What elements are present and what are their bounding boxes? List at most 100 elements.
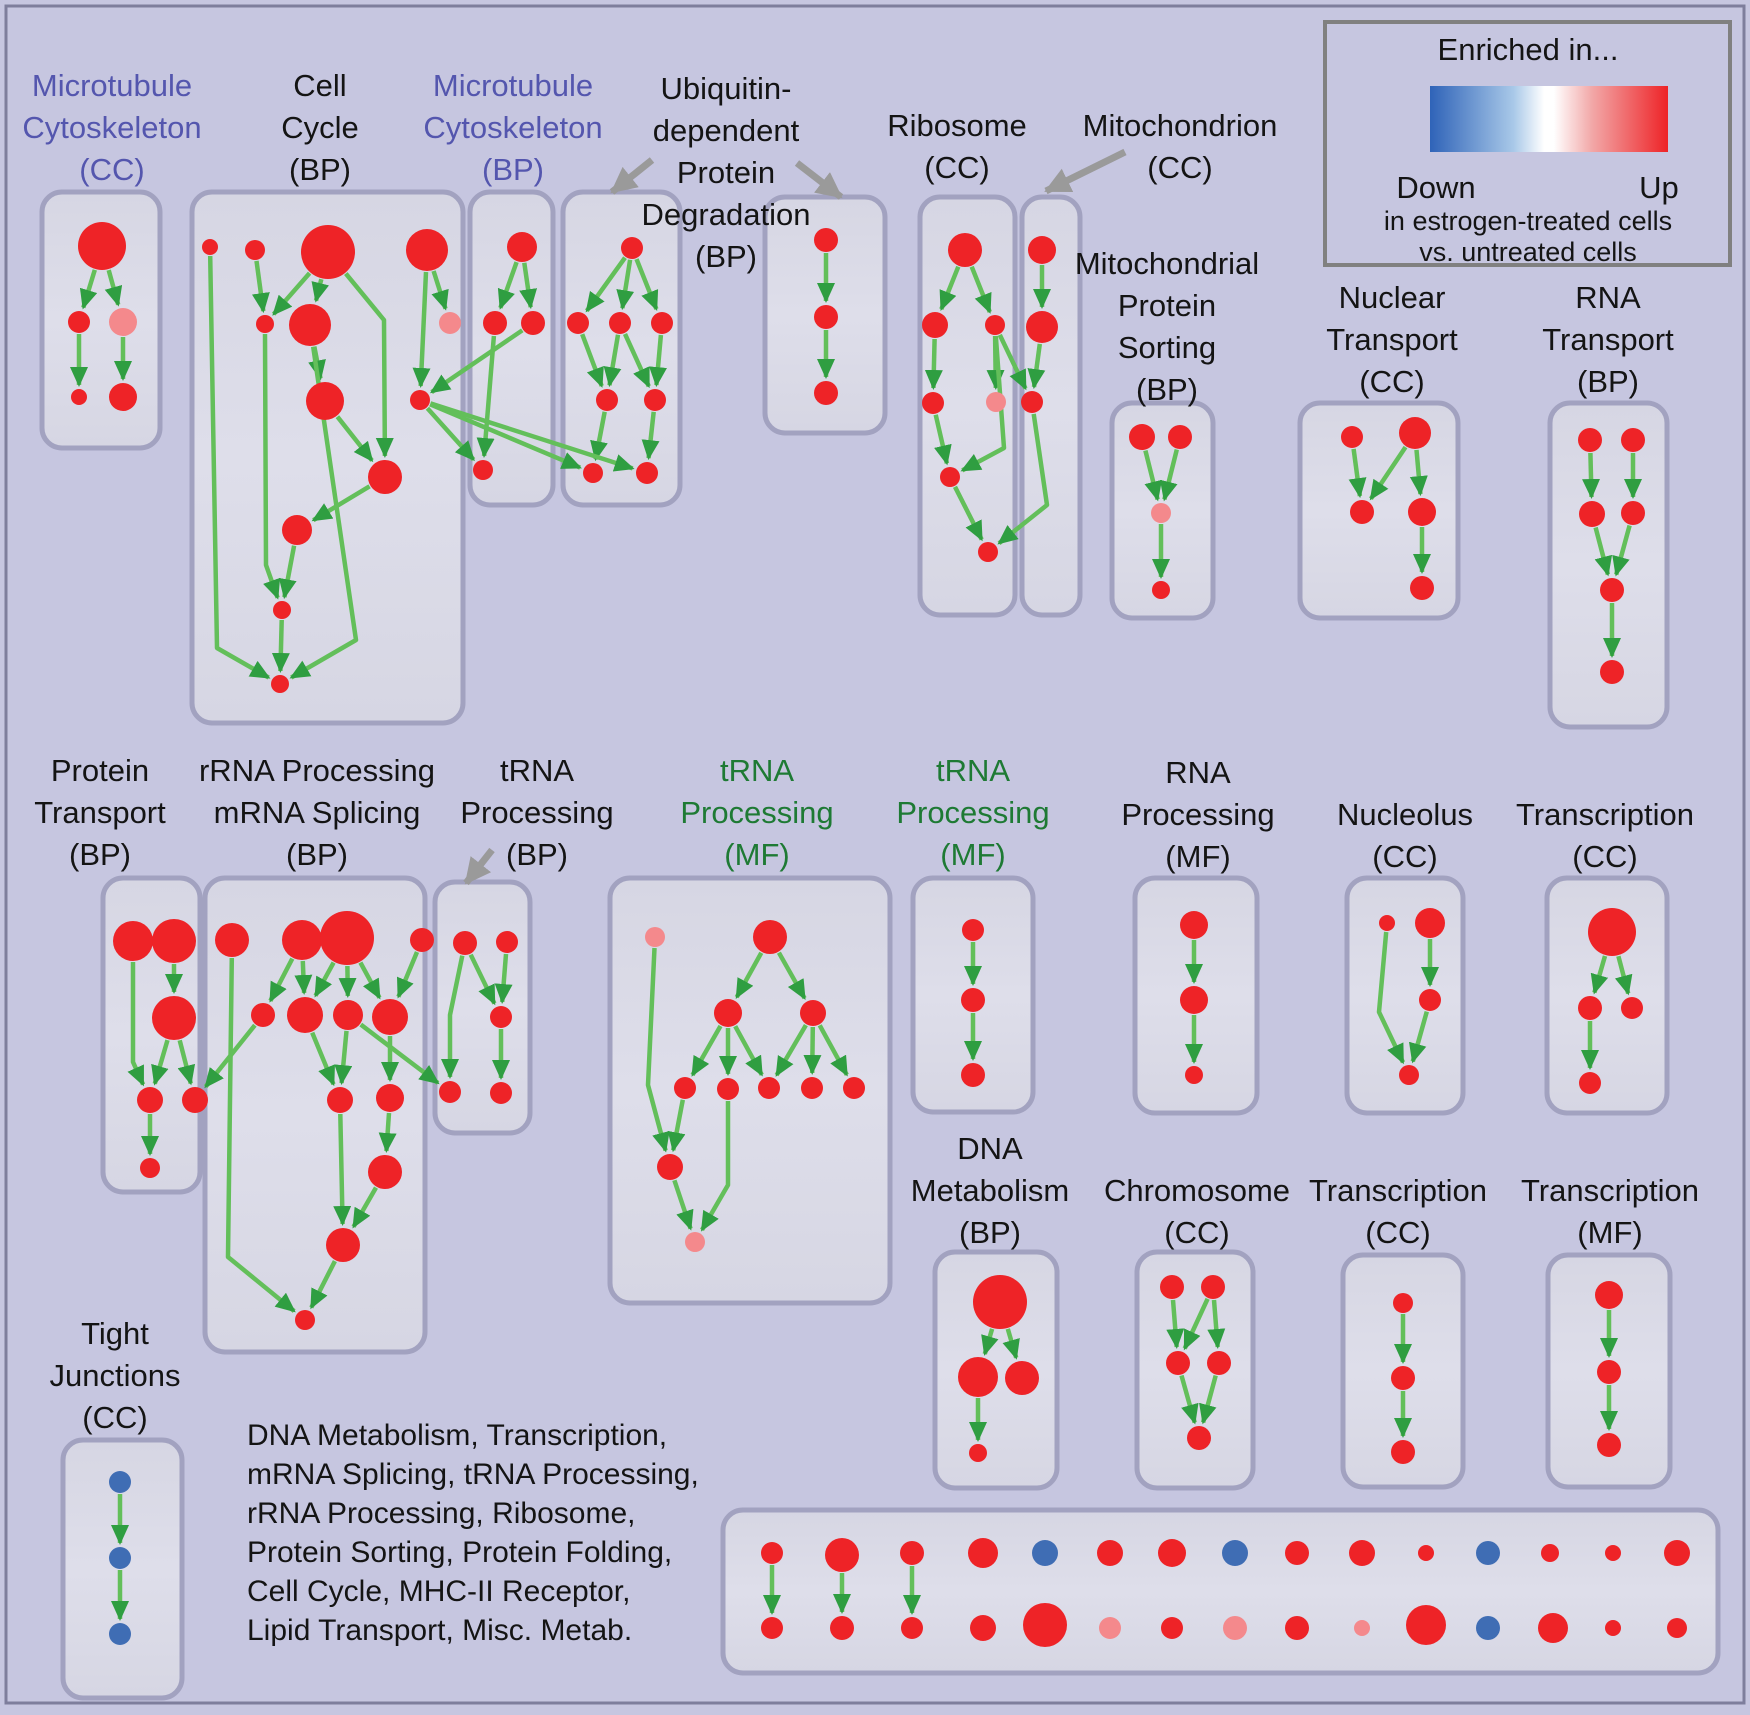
group-label-rna-transport-bp: (BP) <box>1577 364 1639 399</box>
go-edge-arrow <box>700 1101 731 1232</box>
go-edge-arrow <box>776 951 807 1000</box>
group-label-transcription-cc-mid: Transcription <box>1516 797 1694 832</box>
go-edge-arrow <box>1166 1299 1185 1349</box>
group-label-dna-metabolism-bp: DNA <box>957 1131 1023 1166</box>
go-term-node <box>1129 424 1155 450</box>
go-edge-arrow <box>441 955 465 1079</box>
group-label-nucleolus-cc: (CC) <box>1372 839 1437 874</box>
group-label-mitochondrion-cc: (CC) <box>1147 150 1212 185</box>
group-label-microtubule-cytoskeleton-bp: Microtubule <box>433 68 593 103</box>
go-edge-arrow <box>313 961 336 998</box>
go-edge-arrow <box>311 484 371 523</box>
group-label-chromosome-cc: (CC) <box>1164 1215 1229 1250</box>
go-term-node <box>410 928 434 952</box>
group-box-transcription-cc-mid <box>1544 875 1670 1116</box>
group-label-rna-processing-mf: RNA <box>1165 755 1231 790</box>
go-term-node <box>1418 1545 1434 1561</box>
group-label-transcription-cc-low: Transcription <box>1309 1173 1487 1208</box>
go-term-node <box>1410 576 1434 600</box>
group-label-transcription-cc-low: (CC) <box>1365 1215 1430 1250</box>
group-box-ubiquitin-degradation-bp-a <box>560 189 683 508</box>
go-term-node <box>182 1087 208 1113</box>
go-term-node <box>1223 1616 1247 1640</box>
go-term-node <box>685 1232 705 1252</box>
go-term-node <box>1151 503 1171 523</box>
go-edge-arrow <box>969 265 992 314</box>
go-term-node <box>758 1077 780 1099</box>
go-term-node <box>800 1000 826 1026</box>
go-term-node <box>825 1538 859 1572</box>
go-edge-arrow <box>645 947 670 1153</box>
go-term-node <box>1207 1351 1231 1375</box>
go-term-node <box>830 1616 854 1640</box>
group-label-dna-metabolism-bp: Metabolism <box>911 1173 1070 1208</box>
go-term-node <box>1099 1617 1121 1639</box>
group-label-chromosome-cc: Chromosome <box>1104 1173 1290 1208</box>
group-label-rrna-processing-mrna-splicing-bp: rRNA Processing <box>199 753 435 788</box>
go-edge-arrow <box>177 1039 196 1086</box>
go-term-node <box>621 237 643 259</box>
group-label-protein-transport-bp: Transport <box>34 795 166 830</box>
go-term-node <box>71 389 87 405</box>
go-term-node <box>1028 236 1056 264</box>
go-term-node <box>1350 500 1374 524</box>
go-term-node <box>948 233 982 267</box>
go-edge-arrow <box>1376 931 1406 1065</box>
go-edge-arrow <box>127 962 146 1087</box>
go-term-node <box>202 239 218 255</box>
go-term-node <box>326 1228 360 1262</box>
go-edge-arrow <box>734 951 764 999</box>
group-label-transcription-mf: Transcription <box>1521 1173 1699 1208</box>
go-edge-arrow <box>1143 450 1162 502</box>
go-term-node <box>289 304 331 346</box>
go-term-node <box>1168 425 1192 449</box>
go-term-node <box>1185 1066 1203 1084</box>
go-term-node <box>651 312 673 334</box>
go-edge-arrow <box>1179 1374 1199 1425</box>
legend-down-label: Down <box>1396 170 1475 205</box>
go-term-node <box>1600 578 1624 602</box>
go-edge-arrow <box>311 278 330 303</box>
go-term-node <box>1180 986 1208 1014</box>
group-label-tight-junctions-cc: Junctions <box>50 1358 181 1393</box>
go-term-node <box>958 1357 998 1397</box>
go-edge-arrow <box>774 1023 808 1077</box>
go-edge-arrow <box>151 1039 170 1086</box>
go-term-node <box>1579 1072 1601 1094</box>
go-edge-arrow <box>1199 1375 1218 1425</box>
group-label-protein-transport-bp: (BP) <box>69 837 131 872</box>
go-term-node <box>985 315 1005 335</box>
go-term-node <box>761 1617 783 1639</box>
go-term-node <box>251 1003 275 1027</box>
group-label-trna-processing-mf-b: (MF) <box>940 837 1005 872</box>
go-term-node <box>609 312 631 334</box>
go-term-node <box>490 1006 512 1028</box>
group-label-rna-processing-mf: Processing <box>1121 797 1274 832</box>
go-term-node <box>376 1084 404 1112</box>
go-term-node <box>1285 1616 1309 1640</box>
go-edge-arrow <box>396 951 420 999</box>
group-box-chromosome-cc <box>1134 1249 1256 1491</box>
go-edge-arrow <box>1027 343 1046 390</box>
go-term-node <box>1588 908 1636 956</box>
go-term-node <box>657 1154 683 1180</box>
go-term-node <box>1667 1618 1687 1638</box>
go-edge-arrow <box>1348 448 1367 499</box>
go-edge-arrow <box>468 953 497 1006</box>
go-edge-arrow <box>580 333 604 388</box>
go-edge-arrow <box>690 1024 723 1077</box>
go-edge-arrow <box>1614 955 1633 996</box>
group-label-ribosome-cc: (CC) <box>924 150 989 185</box>
go-term-node <box>256 315 274 333</box>
label-pointer-arrow <box>1044 148 1127 195</box>
go-term-node <box>1222 1540 1248 1566</box>
group-label-microtubule-cytoskeleton-bp: (BP) <box>482 152 544 187</box>
group-label-mitochondrion-cc: Mitochondrion <box>1083 108 1278 143</box>
go-edge-arrow <box>981 1328 999 1356</box>
group-label-trna-processing-mf-b: tRNA <box>936 753 1010 788</box>
go-term-node <box>453 931 477 955</box>
go-edge-arrow <box>634 258 659 311</box>
go-edge-arrow <box>271 271 312 316</box>
go-edge-arrow <box>1207 1299 1226 1349</box>
go-term-node <box>282 515 312 545</box>
